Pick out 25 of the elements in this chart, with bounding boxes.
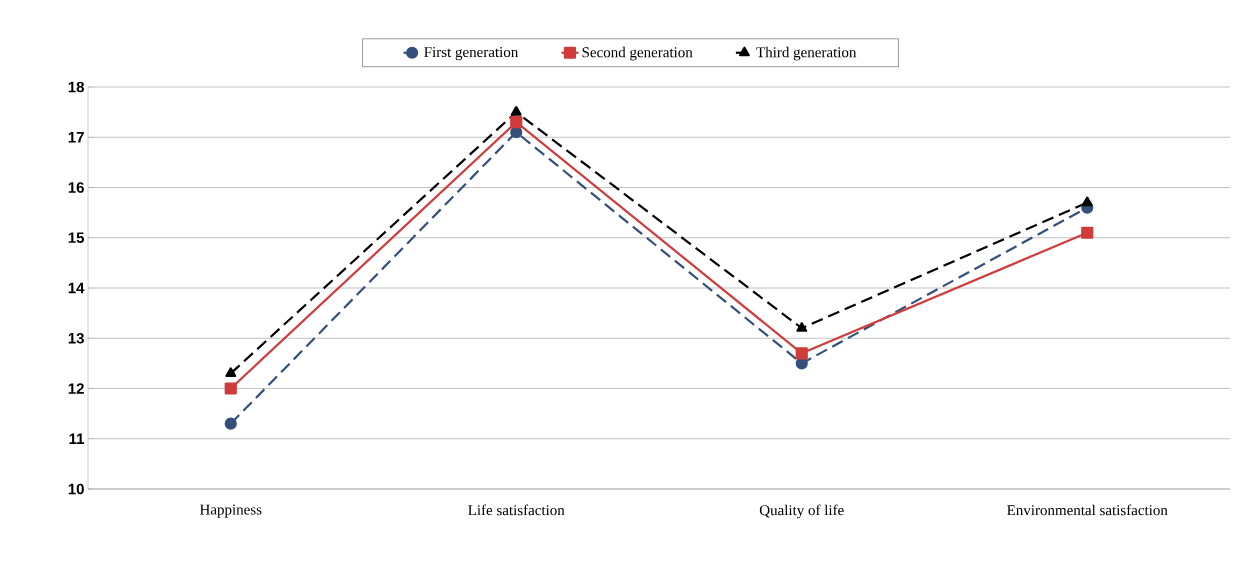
- point: [510, 106, 522, 116]
- y-tick-label: 17: [68, 132, 84, 143]
- y-tick-label: 16: [68, 182, 84, 193]
- point: [1081, 226, 1094, 239]
- y-tick-label: 11: [69, 433, 85, 444]
- point: [796, 322, 808, 332]
- point: [510, 116, 523, 129]
- point: [795, 347, 808, 360]
- y-tick-label: 15: [68, 232, 85, 243]
- legend-label: Second generation: [582, 46, 693, 61]
- legend-label: First generation: [424, 47, 519, 61]
- x-tick-label: Life satisfaction: [468, 504, 565, 516]
- y-tick-label: 18: [68, 81, 84, 93]
- y-tick-label: 10: [68, 483, 84, 495]
- legend-label: Third generation: [756, 46, 857, 61]
- point: [224, 382, 237, 395]
- point: [1081, 196, 1093, 207]
- y-tick-label: 12: [68, 383, 84, 394]
- x-tick-label: Quality of life: [759, 504, 844, 519]
- x-tick-label: Happiness: [199, 504, 262, 518]
- point: [224, 417, 237, 430]
- y-tick-label: 14: [68, 282, 85, 294]
- x-tick-label: Environmental satisfaction: [1007, 504, 1168, 516]
- y-tick-label: 13: [68, 332, 84, 344]
- point: [225, 367, 237, 378]
